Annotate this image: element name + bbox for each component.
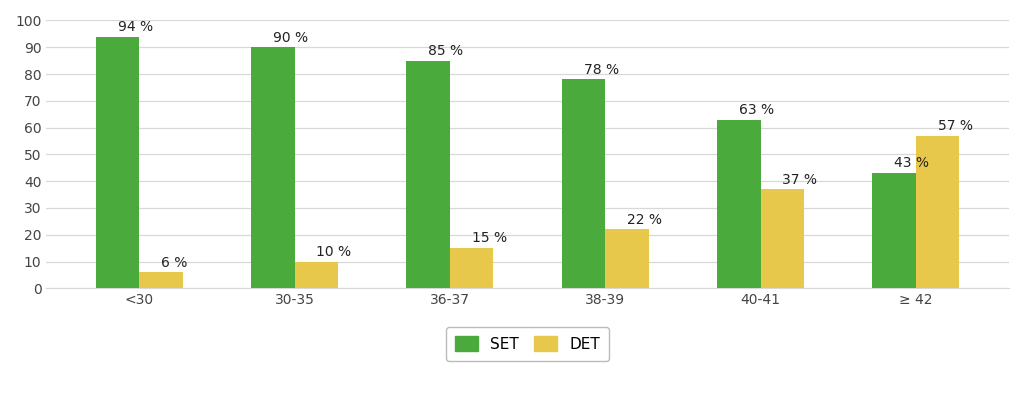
Text: 63 %: 63 % <box>738 103 774 117</box>
Bar <box>295 261 338 288</box>
Text: 57 %: 57 % <box>938 119 973 133</box>
Bar <box>605 229 649 288</box>
Legend: SET, DET: SET, DET <box>445 327 609 361</box>
Bar <box>761 189 804 288</box>
Text: 43 %: 43 % <box>894 156 929 171</box>
Text: 15 %: 15 % <box>472 231 507 246</box>
Text: 37 %: 37 % <box>782 173 817 186</box>
Bar <box>562 79 605 288</box>
Bar <box>450 248 494 288</box>
Text: 78 %: 78 % <box>584 63 618 77</box>
Text: 6 %: 6 % <box>161 256 187 269</box>
Text: 94 %: 94 % <box>118 20 153 34</box>
Text: 22 %: 22 % <box>627 213 662 227</box>
Bar <box>139 272 183 288</box>
Text: 85 %: 85 % <box>428 44 464 58</box>
Bar <box>407 60 450 288</box>
Bar <box>251 47 295 288</box>
Bar <box>872 173 915 288</box>
Text: 10 %: 10 % <box>316 245 351 259</box>
Bar <box>96 37 139 288</box>
Bar <box>717 120 761 288</box>
Bar <box>915 136 959 288</box>
Text: 90 %: 90 % <box>273 30 308 45</box>
